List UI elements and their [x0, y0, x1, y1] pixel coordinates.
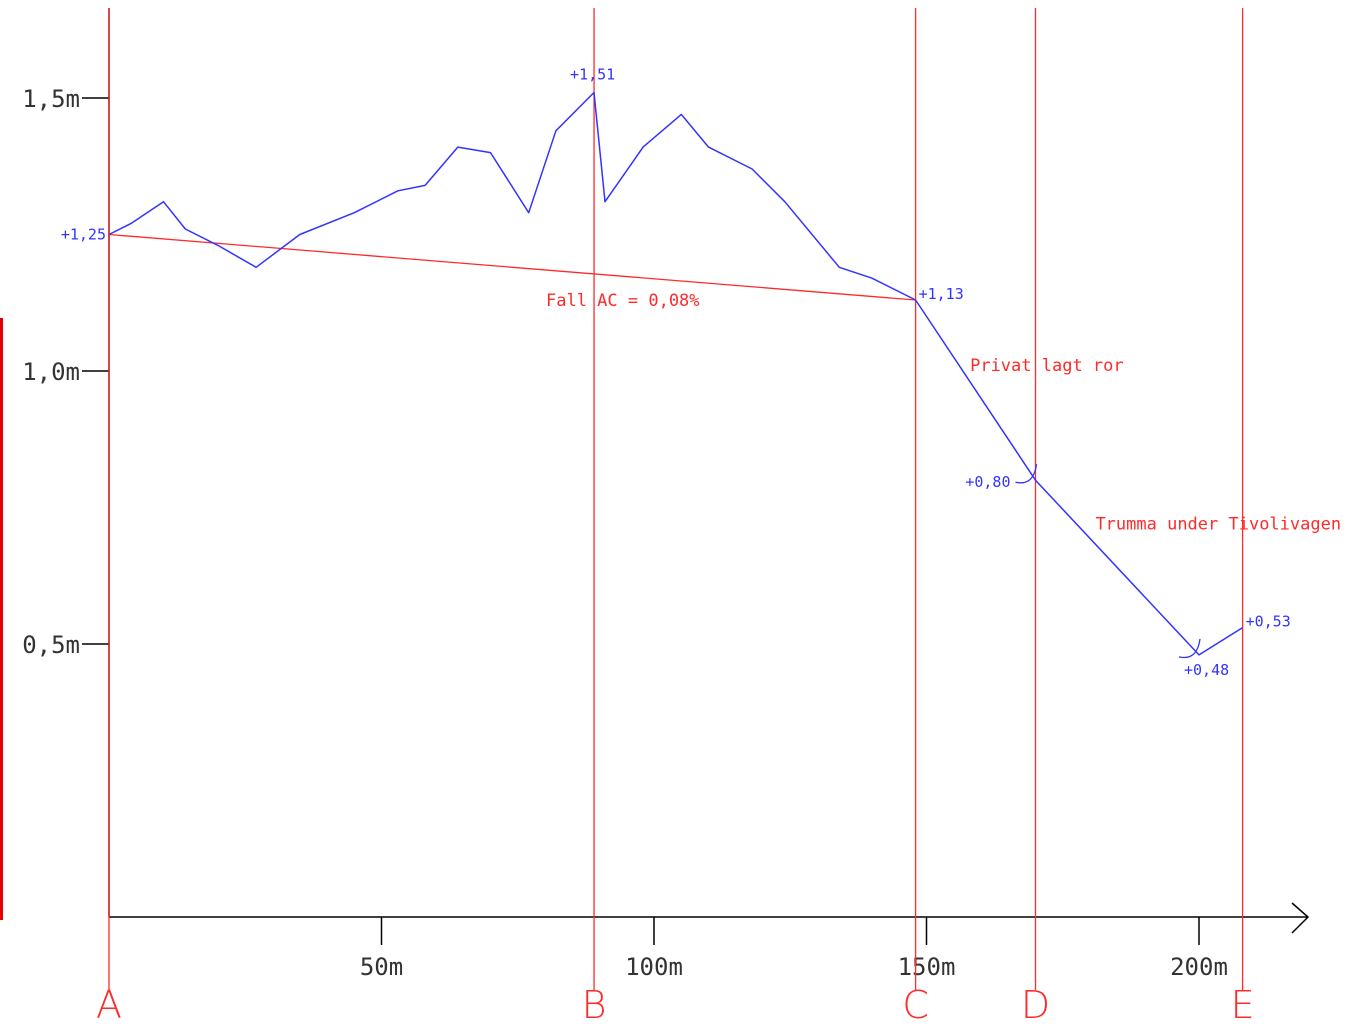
point-value-label: +0,80 — [965, 473, 1010, 491]
station-label-c: C — [902, 983, 929, 1025]
pipe-end-marker — [1015, 464, 1038, 484]
x-tick-label: 200m — [1170, 953, 1228, 981]
station-label-a: A — [96, 983, 122, 1025]
point-value-label: +0,53 — [1246, 613, 1291, 631]
x-axis-arrowhead — [1291, 902, 1310, 934]
annotation-text: Trumma under Tivolivagen — [1095, 514, 1341, 534]
station-label-d: D — [1021, 983, 1050, 1025]
point-value-label: +1,51 — [570, 66, 615, 84]
reference-slope-line — [108, 233, 916, 301]
station-label-b: B — [582, 983, 607, 1025]
x-tick-label: 100m — [625, 953, 683, 981]
left-margin-red-bar — [0, 318, 3, 920]
pipe-end-marker — [1178, 638, 1201, 659]
x-tick-label: 150m — [898, 953, 956, 981]
profile-series-line — [108, 91, 1243, 656]
station-label-e: E — [1231, 983, 1255, 1025]
y-tick-label: 1,5m — [22, 85, 80, 113]
x-tick-label: 50m — [360, 953, 403, 981]
point-value-label: +0,48 — [1184, 661, 1229, 679]
y-tick-label: 0,5m — [22, 631, 80, 659]
annotation-text: Privat lagt ror — [970, 356, 1124, 376]
reference-slope-label: Fall AC = 0,08% — [546, 291, 700, 311]
y-tick-label: 1,0m — [22, 358, 80, 386]
point-value-label: +1,25 — [61, 226, 106, 244]
point-value-label: +1,13 — [919, 285, 964, 303]
